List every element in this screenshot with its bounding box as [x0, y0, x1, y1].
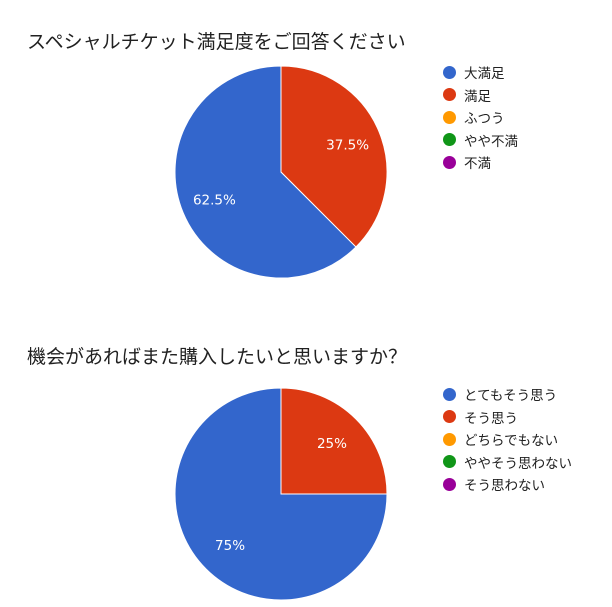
- legend-label: どちらでもない: [464, 433, 559, 450]
- chart-repurchase: 機会があればまた購入したいと思いますか？ 75% 25% とてもそう思う そう思うど…: [0, 304, 612, 607]
- pie-chart: 62.5% 37.5%: [174, 65, 388, 279]
- legend-swatch: [443, 477, 456, 491]
- legend-label: ややそう思わない: [464, 455, 572, 472]
- legend-label: そう思う: [464, 410, 518, 427]
- legend-swatch: [443, 88, 456, 102]
- slice-label: 37.5%: [326, 137, 369, 153]
- legend-item: そう思う: [443, 406, 572, 429]
- legend: 大満足満足ふつうやや不満不満: [443, 61, 518, 174]
- legend-item: そう思わない: [443, 473, 572, 496]
- legend-swatch: [443, 432, 456, 446]
- legend-swatch: [443, 65, 456, 79]
- legend-label: やや不満: [464, 133, 518, 150]
- legend-item: とてもそう思う: [443, 383, 572, 406]
- legend-item: 大満足: [443, 61, 518, 84]
- legend-swatch: [443, 387, 456, 401]
- legend-label: 大満足: [464, 66, 505, 83]
- legend-label: ふつう: [464, 111, 505, 128]
- chart-title: 機会があればまた購入したいと思いますか？: [27, 346, 408, 368]
- legend-label: 満足: [464, 88, 491, 105]
- legend-item: 不満: [443, 151, 518, 174]
- legend-label: とてもそう思う: [464, 388, 558, 405]
- legend-swatch: [443, 133, 456, 147]
- pie-slice-1: [174, 65, 357, 279]
- pie-slice-2: [280, 65, 388, 248]
- chart-title: スペシャルチケット満足度をご回答ください: [27, 31, 406, 53]
- slice-label: 62.5%: [193, 193, 236, 209]
- legend-item: どちらでもない: [443, 428, 572, 451]
- legend-item: ややそう思わない: [443, 451, 572, 474]
- legend-swatch: [443, 410, 456, 424]
- legend-swatch: [443, 155, 456, 169]
- pie-slice-2: [280, 387, 388, 495]
- legend-swatch: [443, 455, 456, 469]
- pie-slice-1: [174, 387, 388, 601]
- legend-item: やや不満: [443, 129, 518, 152]
- slice-label: 25%: [317, 436, 347, 452]
- legend-item: 満足: [443, 84, 518, 107]
- legend-label: 不満: [464, 156, 491, 173]
- chart-satisfaction: スペシャルチケット満足度をご回答ください 62.5% 37.5% 大満足満足ふつう…: [0, 0, 612, 303]
- legend: とてもそう思う そう思うどちらでもない ややそう思わない そう思わない: [443, 383, 572, 496]
- legend-label: そう思わない: [464, 478, 545, 495]
- pie-chart: 75% 25%: [174, 387, 388, 601]
- legend-swatch: [443, 110, 456, 124]
- legend-item: ふつう: [443, 106, 518, 129]
- slice-label: 75%: [215, 538, 245, 554]
